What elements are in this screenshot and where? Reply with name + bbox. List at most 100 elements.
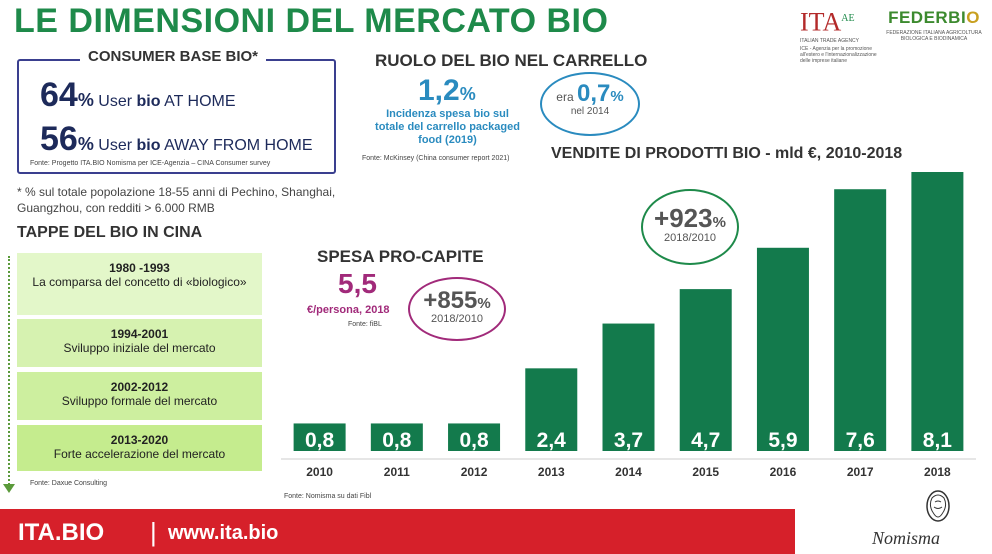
- footer-separator: |: [150, 517, 157, 547]
- timeline-years: 1994-2001: [110, 327, 169, 341]
- page-title: LE DIMENSIONI DEL MERCATO BIO: [14, 2, 609, 40]
- consumer-base-row-home: 64% User bio AT HOME: [40, 76, 236, 115]
- federbio-logo-text-a: FEDERB: [888, 8, 961, 27]
- oval-year: nel 2014: [570, 106, 610, 117]
- timeline-desc: Sviluppo iniziale del mercato: [63, 341, 216, 355]
- spesa-title: SPESA PRO-CAPITE: [317, 247, 484, 266]
- ruolo-number: 1,2: [418, 74, 460, 107]
- timeline-desc: Forte accelerazione del mercato: [53, 447, 226, 461]
- bar-value-label: 7,6: [846, 429, 875, 452]
- stat-label-bold: bio: [136, 137, 161, 154]
- bar-value-label: 0,8: [459, 429, 489, 452]
- x-tick-label: 2010: [306, 465, 333, 479]
- stat-label-pre: User: [98, 93, 137, 110]
- ita-logo-sub1: ITALIAN TRADE AGENCY: [800, 37, 859, 44]
- x-tick-label: 2018: [924, 465, 951, 479]
- bar-2015: [679, 289, 732, 451]
- bar-2011: [370, 423, 423, 451]
- oval-percent: %: [477, 295, 491, 312]
- spesa-value: 5,5: [338, 268, 377, 299]
- footer-url-link[interactable]: www.ita.bio: [168, 522, 279, 544]
- timeline-arrow: [8, 256, 10, 488]
- oval-number: +855: [423, 287, 478, 314]
- ita-logo-sup: AE: [841, 13, 855, 24]
- x-tick-label: 2015: [692, 465, 719, 479]
- stat-label-post: AT HOME: [160, 93, 236, 110]
- ruolo-value: 1,2%: [418, 74, 476, 108]
- nomisma-seal-icon: [926, 490, 950, 522]
- bar-2010: [293, 423, 346, 451]
- consumer-base-row-away: 56% User bio AWAY FROM HOME: [40, 120, 313, 159]
- consumer-base-note: * % sul totale popolazione 18-55 anni di…: [17, 185, 336, 215]
- timeline-years: 2013-2020: [110, 433, 169, 447]
- chart-title: VENDITE DI PRODOTTI BIO - mld €, 2010-20…: [551, 145, 903, 162]
- x-tick-label: 2014: [615, 465, 642, 479]
- x-tick-label: 2013: [538, 465, 565, 479]
- oval-percent: %: [610, 88, 624, 105]
- stat-number: 64: [40, 76, 78, 114]
- x-tick-label: 2016: [770, 465, 797, 479]
- stat-label-post: AWAY FROM HOME: [160, 137, 313, 154]
- timeline-item: 1980 -1993 La comparsa del concetto di «…: [17, 253, 262, 315]
- federbio-logo-sub: FEDERAZIONE ITALIANA AGRICOLTURA BIOLOGI…: [886, 30, 982, 42]
- ruolo-title: RUOLO DEL BIO NEL CARRELLO: [375, 51, 648, 70]
- x-tick-label: 2017: [847, 465, 874, 479]
- bar-value-label: 8,1: [923, 429, 953, 452]
- bar-2017: [834, 189, 887, 451]
- tappe-title: TAPPE DEL BIO IN CINA: [17, 224, 203, 241]
- stat-number: 56: [40, 120, 78, 158]
- ita-logo: ITAAE ITALIAN TRADE AGENCY ICE - Agenzia…: [800, 6, 878, 64]
- timeline-arrowhead-icon: [3, 484, 15, 493]
- ruolo-2014-oval: era 0,7% nel 2014: [540, 72, 640, 136]
- timeline-years: 1980 -1993: [109, 261, 170, 275]
- spesa-growth-oval: +855% 2018/2010: [408, 277, 506, 341]
- spesa-unit: €/persona, 2018: [307, 304, 390, 316]
- stat-label-bold: bio: [136, 93, 161, 110]
- ita-logo-sub2: ICE - Agenzia per la promozione all'este…: [800, 45, 877, 64]
- stat-percent: %: [77, 90, 94, 110]
- timeline-years: 2002-2012: [110, 380, 169, 394]
- stat-label-pre: User: [98, 137, 137, 154]
- oval-prefix: era: [556, 90, 577, 104]
- timeline-desc: Sviluppo formale del mercato: [61, 394, 218, 408]
- timeline-item: 2013-2020 Forte accelerazione del mercat…: [17, 425, 262, 471]
- federbio-logo-text-i: I: [960, 8, 967, 27]
- oval-percent: %: [712, 214, 726, 231]
- federbio-logo-text-o: O: [966, 8, 980, 27]
- bar-value-label: 2,4: [537, 429, 567, 452]
- ita-logo-text: ITA: [800, 7, 842, 37]
- bar-2013: [525, 368, 578, 451]
- timeline-desc: La comparsa del concetto di «biologico»: [32, 275, 247, 289]
- consumer-base-source: Fonte: Progetto ITA.BIO Nomisma per ICE-…: [30, 160, 271, 167]
- consumer-base-title: CONSUMER BASE BIO*: [80, 48, 267, 65]
- timeline-item: 2002-2012 Sviluppo formale del mercato: [17, 372, 262, 420]
- bar-value-label: 4,7: [691, 429, 720, 452]
- ruolo-source: Fonte: McKinsey (China consumer report 2…: [362, 155, 510, 162]
- oval-period: 2018/2010: [431, 313, 483, 325]
- footer-brand: ITA.BIO: [18, 519, 105, 546]
- timeline-item: 1994-2001 Sviluppo iniziale del mercato: [17, 319, 262, 367]
- footer-bar: [0, 509, 795, 554]
- bar-2012: [448, 423, 501, 451]
- bar-2014: [602, 323, 655, 451]
- tappe-source: Fonte: Daxue Consulting: [30, 480, 108, 487]
- bar-2016: [756, 247, 809, 451]
- oval-number: 0,7: [576, 80, 611, 107]
- oval-number: +923: [654, 203, 713, 233]
- nomisma-logo: Nomisma: [872, 528, 941, 548]
- x-tick-label: 2011: [384, 465, 410, 479]
- bar-value-label: 3,7: [614, 429, 643, 452]
- bar-2018: [911, 172, 964, 451]
- ruolo-description: Incidenza spesa bio sul totale del carre…: [375, 108, 520, 146]
- bar-value-label: 5,9: [768, 429, 797, 452]
- oval-period: 2018/2010: [664, 232, 716, 244]
- ruolo-percent: %: [459, 84, 476, 104]
- x-tick-label: 2012: [461, 465, 488, 479]
- bar-value-label: 0,8: [305, 429, 335, 452]
- stat-percent: %: [77, 134, 94, 154]
- federbio-logo: FEDERBIO FEDERAZIONE ITALIANA AGRICOLTUR…: [884, 8, 984, 58]
- chart-source: Fonte: Nomisma su dati Fibl: [284, 493, 372, 500]
- sales-growth-oval: +923% 2018/2010: [641, 189, 739, 265]
- spesa-source: Fonte: fiBL: [348, 321, 382, 328]
